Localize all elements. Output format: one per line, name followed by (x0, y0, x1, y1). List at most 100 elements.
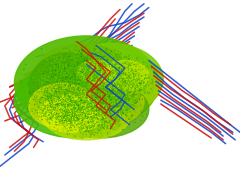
Point (91, 88, 95, 91)
Point (96, 107, 100, 110)
Point (67, 99, 71, 102)
Point (107, 78, 110, 81)
Point (127, 95, 131, 98)
Point (64, 57, 68, 60)
Point (143, 88, 146, 91)
Point (107, 94, 111, 97)
Point (111, 97, 115, 100)
Point (67, 107, 71, 110)
Point (73, 74, 77, 77)
Point (46, 99, 50, 102)
Point (80, 117, 84, 120)
Point (119, 80, 123, 83)
Point (30, 110, 34, 113)
Point (64, 94, 67, 97)
Point (94, 69, 98, 72)
Point (104, 83, 108, 86)
Point (107, 108, 111, 111)
Point (79, 87, 83, 90)
Point (82, 81, 86, 84)
Point (89, 101, 93, 104)
Point (70, 112, 74, 115)
Point (77, 110, 81, 113)
Point (121, 99, 125, 102)
Point (81, 101, 84, 105)
Point (66, 110, 69, 113)
Point (48, 109, 52, 112)
Point (79, 71, 83, 74)
Point (119, 102, 123, 105)
Point (144, 90, 147, 93)
Point (99, 99, 103, 102)
Point (56, 72, 60, 75)
Point (73, 113, 77, 116)
Point (61, 112, 65, 115)
Point (83, 86, 87, 89)
Point (82, 98, 86, 101)
Point (81, 118, 85, 121)
Point (88, 113, 92, 116)
Point (100, 105, 104, 108)
Point (40, 96, 43, 99)
Point (115, 87, 119, 90)
Point (93, 105, 96, 108)
Point (107, 60, 110, 64)
Point (58, 118, 61, 121)
Point (79, 110, 83, 113)
Point (51, 66, 54, 69)
Point (45, 98, 49, 101)
Point (113, 122, 117, 125)
Point (135, 81, 138, 84)
Point (119, 77, 123, 80)
Point (73, 105, 77, 108)
Point (63, 82, 67, 85)
Point (107, 94, 111, 97)
Point (63, 104, 67, 107)
Point (106, 96, 110, 99)
Point (88, 102, 92, 105)
Point (118, 70, 122, 73)
Point (78, 88, 82, 91)
Point (67, 79, 71, 82)
Point (69, 101, 73, 104)
Point (62, 101, 66, 104)
Point (93, 91, 97, 94)
Point (60, 99, 64, 102)
Point (128, 106, 132, 109)
Point (106, 106, 109, 109)
Point (124, 114, 128, 117)
Point (95, 107, 98, 110)
Point (34, 108, 37, 111)
Point (95, 68, 99, 71)
Point (84, 58, 88, 61)
Point (117, 108, 121, 111)
Point (131, 90, 135, 93)
Point (145, 113, 149, 116)
Point (91, 72, 95, 75)
Point (105, 57, 109, 60)
Point (111, 77, 115, 80)
Point (44, 87, 48, 90)
Point (120, 75, 124, 78)
Ellipse shape (38, 94, 106, 132)
Point (108, 96, 112, 99)
Point (40, 104, 44, 107)
Point (104, 119, 108, 122)
Point (138, 105, 142, 108)
Point (59, 99, 63, 102)
Point (49, 91, 53, 94)
Point (84, 122, 88, 125)
Point (105, 64, 108, 67)
Point (79, 93, 83, 96)
Point (103, 113, 107, 116)
Point (127, 85, 131, 88)
Point (43, 98, 47, 101)
Point (108, 109, 112, 112)
Point (105, 95, 108, 98)
Point (115, 61, 119, 64)
Point (104, 89, 108, 92)
Point (122, 83, 126, 86)
Point (57, 95, 61, 98)
Point (73, 79, 77, 82)
Point (102, 122, 106, 125)
